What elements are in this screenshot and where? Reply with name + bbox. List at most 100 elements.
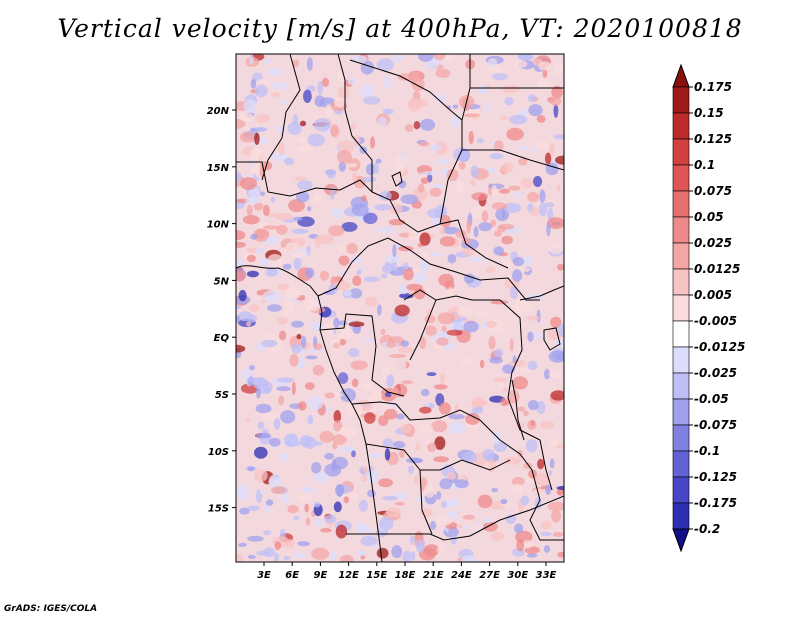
field-blob xyxy=(338,255,350,266)
field-blob xyxy=(386,374,395,388)
field-blob xyxy=(475,406,484,414)
colorbar-swatch xyxy=(672,112,690,140)
field-blob xyxy=(503,202,522,213)
field-blob xyxy=(476,85,490,94)
field-blob xyxy=(248,303,260,312)
lon-tick-label: 6E xyxy=(285,570,299,581)
colorbar-label: 0.025 xyxy=(694,236,732,250)
field-blob xyxy=(521,256,533,266)
field-blob xyxy=(406,283,423,291)
field-blob xyxy=(388,353,407,358)
field-blob xyxy=(307,133,326,147)
field-blob xyxy=(491,487,499,493)
field-blob xyxy=(255,403,272,414)
field-blob xyxy=(313,501,321,508)
field-blob xyxy=(384,408,398,420)
border-libya-chad xyxy=(349,59,463,121)
field-blob xyxy=(260,412,278,422)
field-blob xyxy=(528,104,543,117)
field-blob xyxy=(509,338,514,352)
colorbar-swatch xyxy=(672,450,690,478)
colorbar-label: 0.005 xyxy=(694,288,732,302)
field-blob xyxy=(473,226,479,238)
field-blob xyxy=(545,202,555,208)
field-blob xyxy=(445,499,451,508)
lat-tick-label: 10S xyxy=(208,447,229,458)
field-blob xyxy=(549,439,560,447)
field-blob xyxy=(291,343,302,354)
field-blob xyxy=(436,158,449,165)
field-blob xyxy=(462,514,476,520)
field-blob xyxy=(430,521,437,530)
velocity-field xyxy=(236,54,564,562)
field-blob xyxy=(236,241,246,248)
field-blob xyxy=(277,125,287,134)
field-blob xyxy=(296,333,302,340)
field-blob xyxy=(250,78,257,89)
field-blob xyxy=(276,386,291,392)
field-blob xyxy=(293,257,302,270)
field-blob xyxy=(392,244,397,258)
field-blob xyxy=(351,203,369,217)
field-blob xyxy=(283,556,291,560)
field-blob xyxy=(470,165,479,179)
field-blob xyxy=(313,343,323,351)
field-blob xyxy=(396,161,405,175)
field-blob xyxy=(444,54,456,63)
field-blob xyxy=(429,187,442,197)
lat-tick-label: EQ xyxy=(214,333,230,344)
field-blob xyxy=(433,54,446,61)
field-blob xyxy=(497,225,507,233)
field-blob xyxy=(408,231,421,241)
field-blob xyxy=(548,470,553,476)
field-blob xyxy=(452,104,459,109)
field-blob xyxy=(269,437,281,447)
field-blob xyxy=(279,453,289,462)
field-blob xyxy=(243,99,257,114)
field-blob xyxy=(380,226,395,234)
field-blob xyxy=(483,517,492,524)
field-blob xyxy=(263,387,272,395)
field-blob xyxy=(371,389,382,402)
field-blob xyxy=(440,215,451,228)
field-blob xyxy=(362,382,373,391)
field-blob xyxy=(254,84,268,98)
field-blob xyxy=(266,304,282,312)
map-panel xyxy=(236,54,564,562)
field-blob xyxy=(307,206,312,212)
field-blob xyxy=(317,81,324,95)
field-blob xyxy=(402,262,409,271)
field-blob xyxy=(488,66,503,73)
field-blob xyxy=(437,312,456,325)
field-blob xyxy=(398,284,409,295)
field-blob xyxy=(305,267,315,278)
field-blob xyxy=(249,365,255,371)
field-blob xyxy=(300,434,312,448)
field-blob xyxy=(448,413,465,420)
field-blob xyxy=(436,337,449,346)
field-blob xyxy=(487,458,496,473)
field-blob xyxy=(435,515,453,526)
lat-tick-label: 10N xyxy=(207,220,230,231)
field-blob xyxy=(379,517,394,531)
field-blob xyxy=(370,136,375,149)
field-blob xyxy=(520,495,530,506)
field-blob xyxy=(375,158,382,164)
field-blob xyxy=(297,494,312,502)
field-blob xyxy=(252,377,268,390)
field-blob xyxy=(374,204,392,211)
field-blob xyxy=(291,228,309,234)
field-blob xyxy=(386,340,397,348)
border-niger-libya xyxy=(337,54,373,192)
field-blob xyxy=(303,89,312,104)
border-algeria-mali xyxy=(261,54,301,181)
field-blob xyxy=(492,73,508,81)
field-blob xyxy=(518,158,528,166)
field-blob xyxy=(247,554,256,559)
field-blob xyxy=(463,320,479,333)
field-blob xyxy=(350,257,363,264)
field-blob xyxy=(398,180,407,189)
field-blob xyxy=(246,254,256,263)
field-blob xyxy=(293,515,300,521)
